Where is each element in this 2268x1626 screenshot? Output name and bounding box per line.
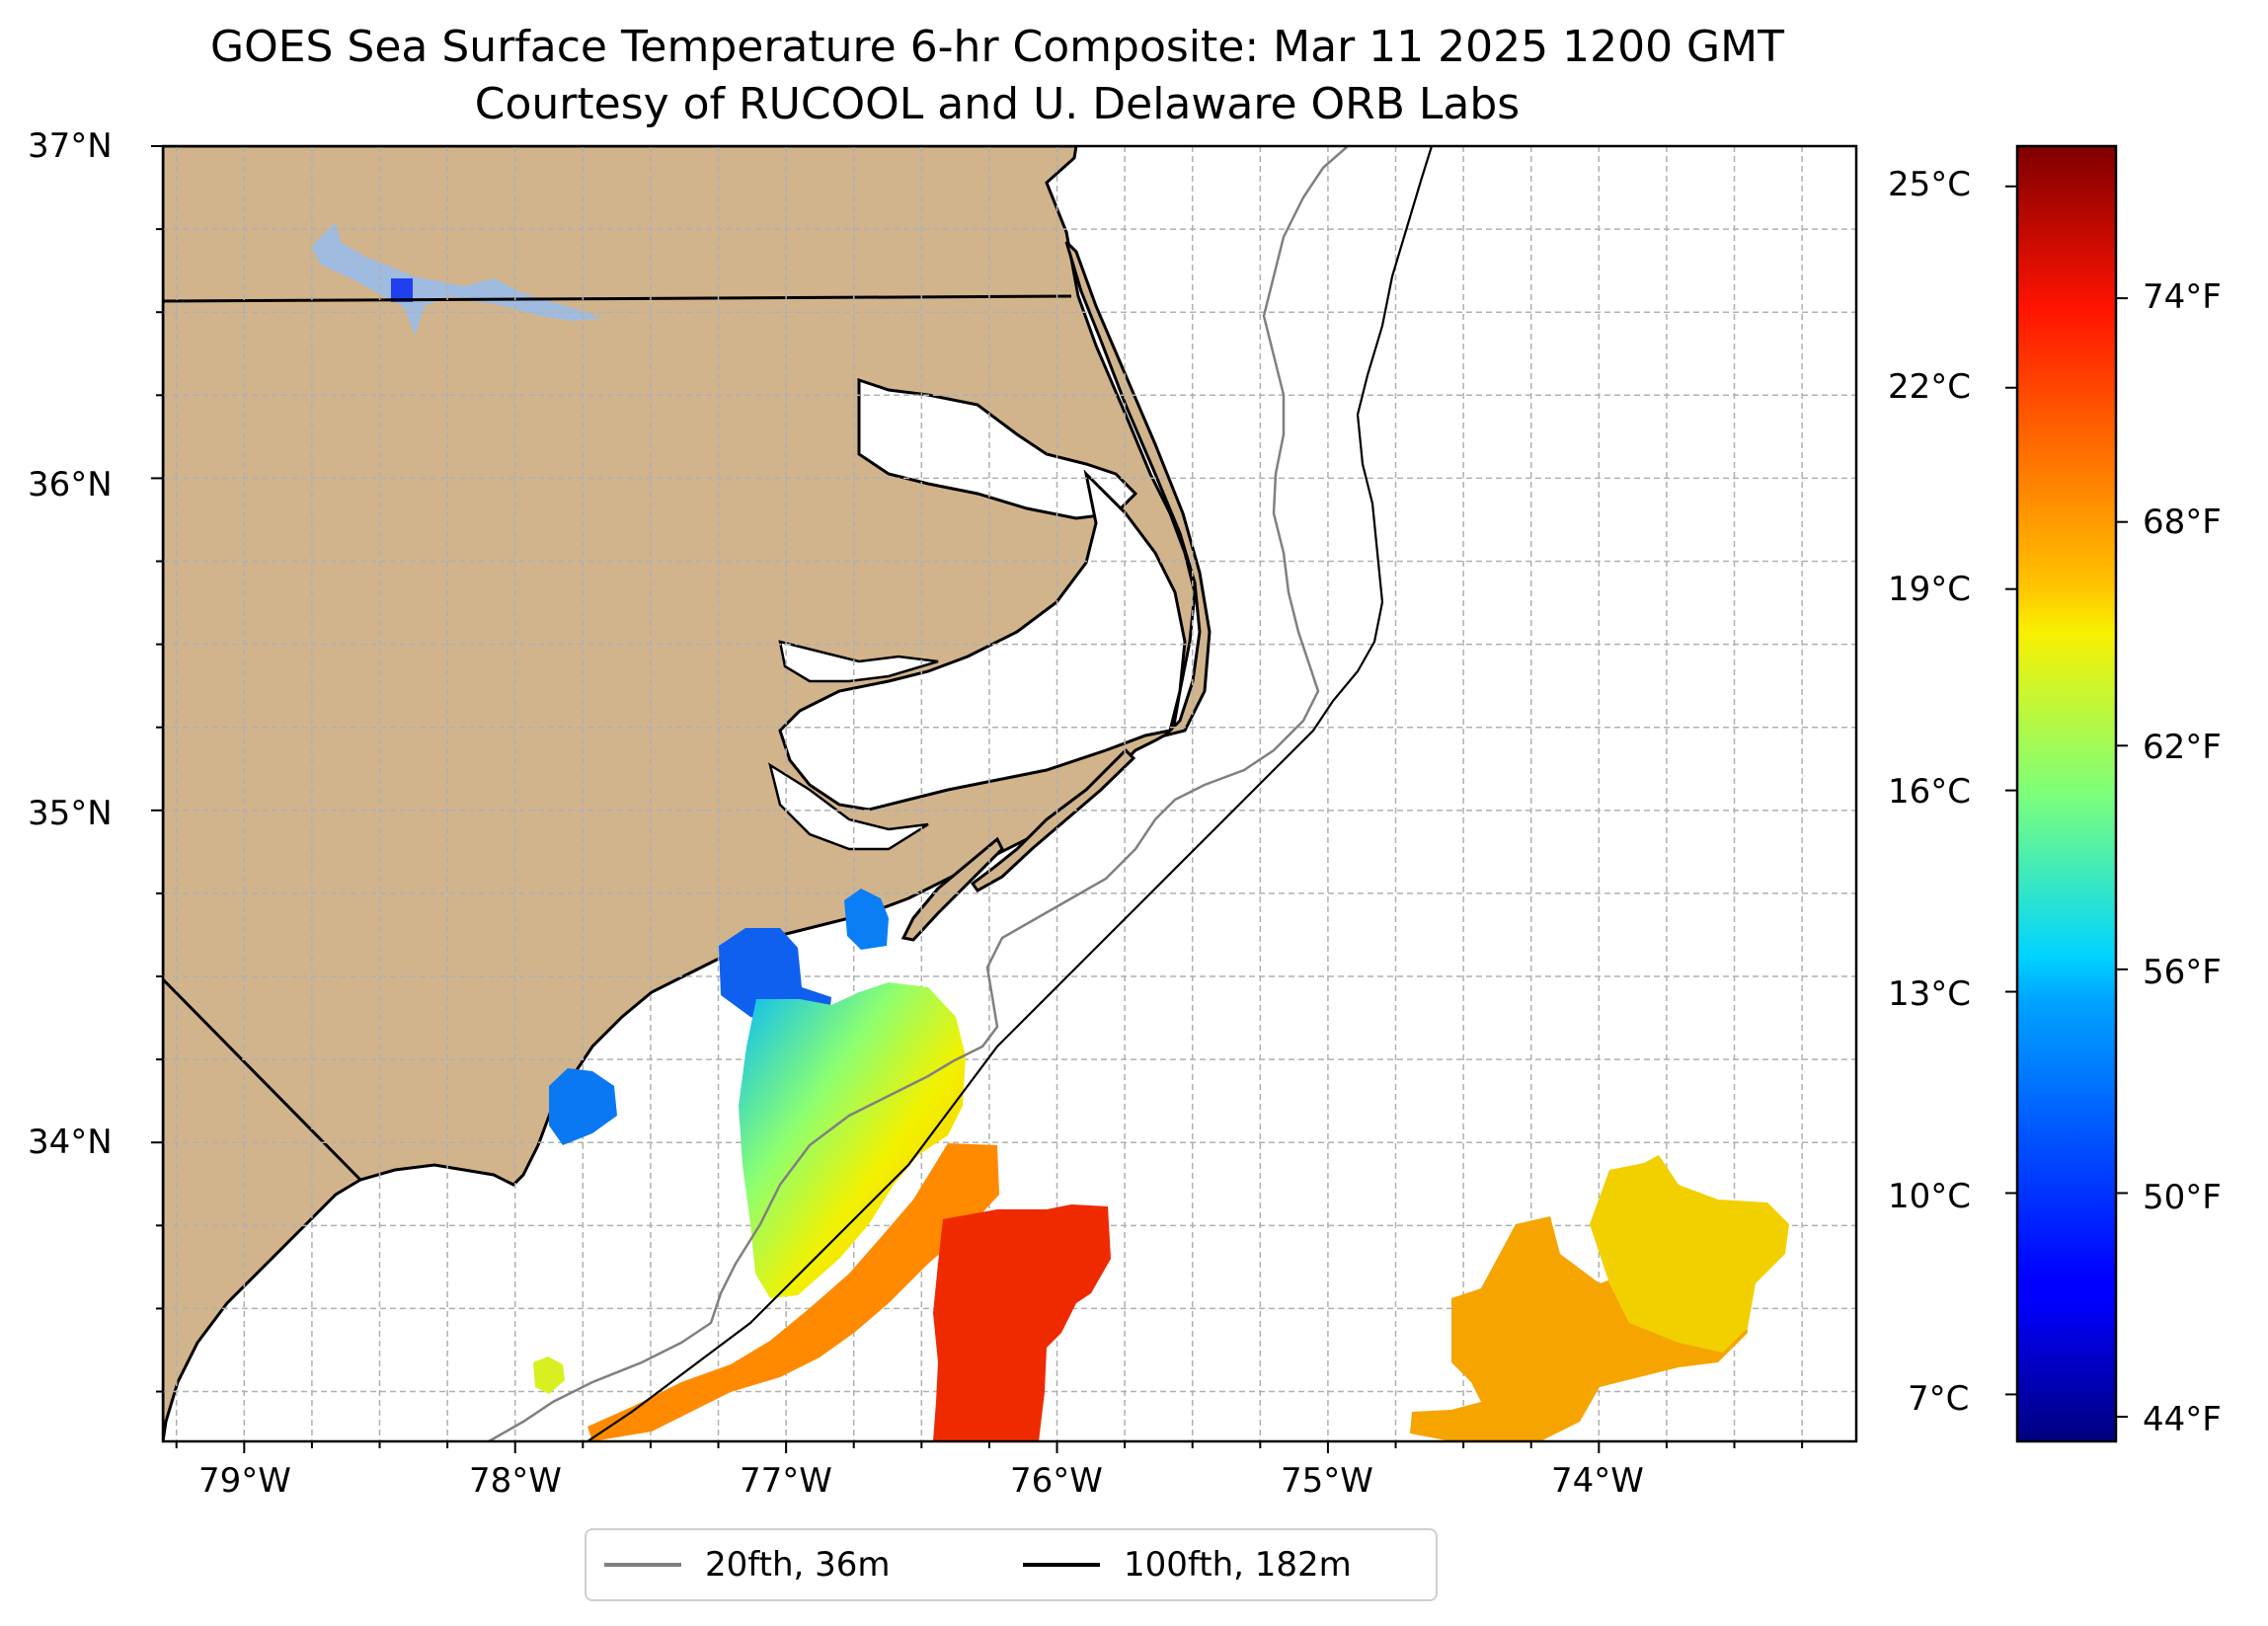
lat-label-35: 35°N bbox=[28, 794, 113, 833]
legend-line-gray bbox=[604, 1563, 681, 1567]
cb-celsius-25: 25°C bbox=[1888, 165, 1972, 204]
contour-20fth bbox=[488, 146, 1349, 1441]
pamlico-river bbox=[778, 640, 939, 683]
lon-label-79: 79°W bbox=[198, 1461, 291, 1501]
colorbar-ticks bbox=[2005, 185, 2128, 1419]
cb-fahrenheit-50: 50°F bbox=[2143, 1178, 2222, 1217]
cb-fahrenheit-62: 62°F bbox=[2143, 728, 2222, 767]
cb-celsius-16: 16°C bbox=[1888, 772, 1972, 812]
lon-label-78: 78°W bbox=[469, 1461, 562, 1501]
cb-fahrenheit-44: 44°F bbox=[2143, 1400, 2222, 1439]
gridlines bbox=[163, 146, 1856, 1441]
legend-entry-100fth: 100fth, 182m bbox=[1023, 1530, 1352, 1599]
sst-patch-red bbox=[933, 1204, 1111, 1441]
lat-label-37: 37°N bbox=[28, 126, 113, 166]
lat-label-36: 36°N bbox=[28, 465, 113, 504]
sst-patch-cold-south bbox=[549, 1068, 617, 1145]
contour-100fth bbox=[587, 146, 1434, 1441]
lon-label-75: 75°W bbox=[1281, 1461, 1373, 1501]
kerr-lake bbox=[311, 222, 602, 336]
cb-celsius-7: 7°C bbox=[1908, 1379, 1970, 1419]
lon-label-77: 77°W bbox=[740, 1461, 832, 1501]
map-subtitle: Courtesy of RUCOOL and U. Delaware ORB L… bbox=[474, 79, 1521, 129]
map-content bbox=[163, 146, 1856, 1441]
lake-sst-pixel bbox=[391, 278, 413, 302]
cb-celsius-13: 13°C bbox=[1888, 974, 1972, 1014]
cb-fahrenheit-74: 74°F bbox=[2143, 277, 2222, 317]
cb-fahrenheit-56: 56°F bbox=[2143, 953, 2222, 992]
sst-patch-offshore-yellow bbox=[1590, 1155, 1789, 1353]
map-ticks bbox=[151, 145, 1804, 1453]
contour-legend: 20fth, 36m 100fth, 182m bbox=[585, 1528, 1438, 1601]
nc-sc-border bbox=[163, 977, 362, 1182]
cb-celsius-19: 19°C bbox=[1888, 570, 1972, 609]
legend-label-20fth: 20fth, 36m bbox=[705, 1545, 891, 1585]
legend-entry-20fth: 20fth, 36m bbox=[604, 1530, 891, 1599]
bogue-banks bbox=[900, 836, 1004, 942]
core-banks bbox=[970, 747, 1136, 892]
cb-fahrenheit-68: 68°F bbox=[2143, 503, 2222, 542]
outer-banks bbox=[1064, 240, 1212, 738]
map-frame bbox=[161, 144, 1858, 1443]
cb-celsius-22: 22°C bbox=[1888, 367, 1972, 407]
neuse-river bbox=[768, 762, 929, 851]
va-nc-border bbox=[163, 294, 1072, 303]
colorbar bbox=[2015, 144, 2118, 1443]
sst-patch-gradient bbox=[739, 982, 966, 1298]
legend-label-100fth: 100fth, 182m bbox=[1124, 1545, 1352, 1585]
sst-patch-orange-band bbox=[587, 1143, 999, 1441]
sst-data bbox=[533, 889, 1789, 1441]
sst-patch-cold-bay bbox=[844, 889, 889, 950]
sst-patch-yellow-small bbox=[533, 1356, 565, 1394]
map-title: GOES Sea Surface Temperature 6-hr Compos… bbox=[209, 22, 1784, 72]
lon-label-76: 76°W bbox=[1010, 1461, 1103, 1501]
cb-celsius-10: 10°C bbox=[1888, 1177, 1972, 1216]
lat-label-34: 34°N bbox=[28, 1123, 113, 1162]
lon-label-74: 74°W bbox=[1551, 1461, 1644, 1501]
albemarle-sound bbox=[857, 377, 1138, 520]
legend-line-black bbox=[1023, 1563, 1100, 1567]
